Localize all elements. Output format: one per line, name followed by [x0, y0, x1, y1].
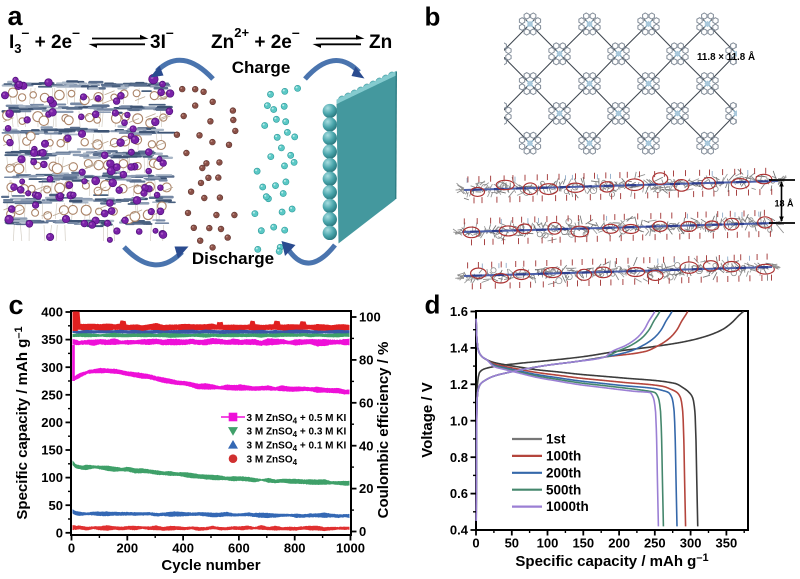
svg-text:18 Å: 18 Å [775, 199, 795, 209]
svg-text:1.0: 1.0 [450, 413, 468, 428]
svg-text:200th: 200th [546, 465, 581, 480]
svg-text:350: 350 [41, 332, 63, 347]
svg-text:1000: 1000 [336, 541, 365, 556]
svg-text:200: 200 [608, 536, 630, 551]
svg-text:60: 60 [359, 395, 373, 410]
svg-text:Charge: Charge [232, 58, 291, 77]
svg-text:1000th: 1000th [546, 499, 589, 514]
svg-text:d: d [425, 290, 441, 320]
svg-text:100: 100 [41, 470, 63, 485]
svg-text:c: c [9, 290, 24, 320]
svg-text:11.8 × 11.8 Å: 11.8 × 11.8 Å [697, 52, 755, 63]
svg-text:1.4: 1.4 [450, 341, 469, 356]
svg-text:3 M ZnSO4: 3 M ZnSO4 [247, 455, 298, 468]
svg-text:20: 20 [359, 481, 373, 496]
svg-text:0.8: 0.8 [450, 450, 468, 465]
svg-text:250: 250 [41, 387, 63, 402]
svg-text:0.6: 0.6 [450, 486, 468, 501]
svg-text:100: 100 [359, 310, 381, 325]
svg-text:100th: 100th [546, 449, 581, 464]
svg-text:600: 600 [228, 541, 250, 556]
svg-text:500th: 500th [546, 482, 581, 497]
svg-text:400: 400 [172, 541, 194, 556]
svg-text:0: 0 [68, 541, 75, 556]
svg-text:150: 150 [572, 536, 594, 551]
svg-text:Specific capacity / mAh g–1: Specific capacity / mAh g–1 [515, 552, 708, 570]
svg-text:Discharge: Discharge [192, 249, 274, 268]
svg-text:3 M ZnSO4 + 0.1 M KI: 3 M ZnSO4 + 0.1 M KI [247, 441, 347, 454]
svg-text:0: 0 [56, 525, 63, 540]
svg-text:250: 250 [644, 536, 666, 551]
svg-text:1st: 1st [546, 432, 566, 447]
svg-text:b: b [425, 1, 441, 31]
svg-text:Specific capacity / mAh g–1: Specific capacity / mAh g–1 [13, 326, 31, 519]
svg-text:3 M ZnSO4 + 0.5 M KI: 3 M ZnSO4 + 0.5 M KI [247, 413, 347, 426]
svg-text:80: 80 [359, 353, 373, 368]
svg-text:300: 300 [41, 360, 63, 375]
svg-text:3 M ZnSO4 + 0.3 M KI: 3 M ZnSO4 + 0.3 M KI [247, 427, 347, 440]
svg-text:40: 40 [359, 438, 373, 453]
svg-text:150: 150 [41, 443, 63, 458]
svg-text:350: 350 [716, 536, 738, 551]
svg-text:Cycle number: Cycle number [161, 557, 260, 574]
svg-text:Zn: Zn [369, 32, 392, 53]
svg-text:a: a [8, 1, 24, 31]
svg-text:1.2: 1.2 [450, 377, 468, 392]
svg-text:0.4: 0.4 [450, 523, 469, 538]
svg-text:300: 300 [680, 536, 702, 551]
svg-text:Coulombic efficiency / %: Coulombic efficiency / % [375, 342, 392, 519]
svg-text:50: 50 [505, 536, 519, 551]
svg-text:1.6: 1.6 [450, 304, 468, 319]
svg-text:100: 100 [537, 536, 559, 551]
svg-text:Voltage / V: Voltage / V [419, 382, 436, 458]
svg-text:200: 200 [41, 415, 63, 430]
svg-text:200: 200 [116, 541, 138, 556]
svg-text:800: 800 [284, 541, 306, 556]
svg-text:400: 400 [41, 305, 63, 320]
svg-text:0: 0 [472, 536, 479, 551]
svg-text:0: 0 [359, 524, 366, 539]
svg-text:50: 50 [49, 498, 63, 513]
